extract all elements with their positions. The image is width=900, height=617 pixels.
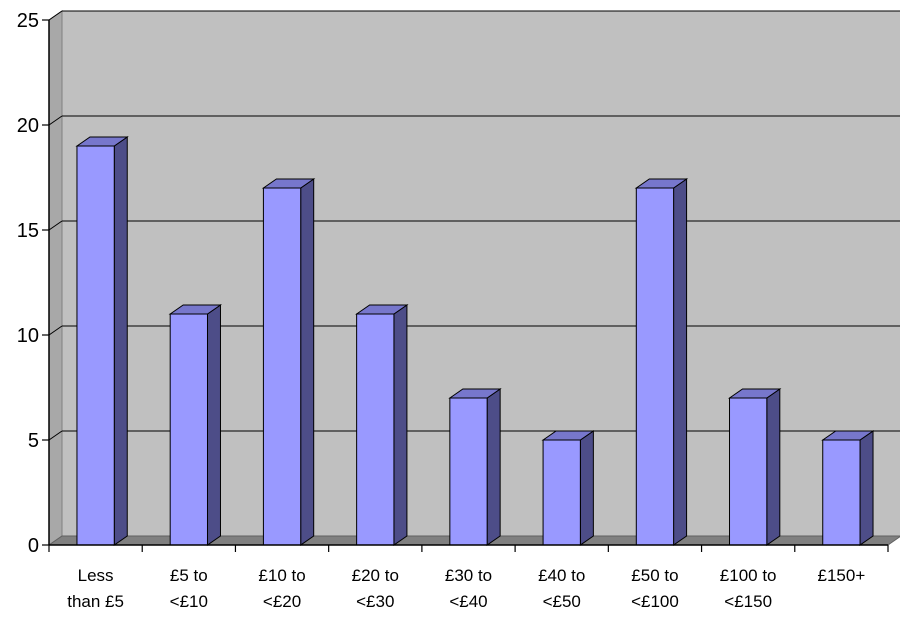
bar-front-0 xyxy=(76,145,115,546)
bar-6 xyxy=(634,178,689,546)
axes xyxy=(42,19,889,552)
bar-front-5 xyxy=(542,439,581,546)
bar-side-7 xyxy=(766,388,781,546)
gridline-side-15 xyxy=(48,220,63,231)
bar-front-6 xyxy=(635,187,675,546)
bar-front-4 xyxy=(449,397,488,546)
x-tick-label-5-line-0: £40 to xyxy=(538,566,585,585)
x-tick-label-0-line-1: than £5 xyxy=(67,592,124,611)
gridline-side-5 xyxy=(48,430,63,441)
bar-5 xyxy=(541,430,595,546)
bar-3 xyxy=(355,304,409,546)
y-tick-label-15: 15 xyxy=(17,220,39,242)
bar-side-1 xyxy=(206,304,221,546)
y-tick-labels: 0 5 10 15 20 25 xyxy=(17,10,39,557)
x-tick-label-4-line-0: £30 to xyxy=(445,566,492,585)
bar-4 xyxy=(448,388,502,546)
x-tick-label-3-line-1: <£30 xyxy=(356,592,394,611)
bar-2 xyxy=(261,178,316,546)
bar-front-8 xyxy=(822,439,861,546)
x-tick-label-5-line-1: <£50 xyxy=(543,592,581,611)
bar-side-0 xyxy=(113,136,128,546)
x-tick-label-3-line-0: £20 to xyxy=(352,566,399,585)
x-tick-label-4-line-1: <£40 xyxy=(449,592,487,611)
bar-side-8 xyxy=(859,430,874,546)
bar-7 xyxy=(727,388,782,546)
bars xyxy=(75,136,875,546)
x-tick-label-7-line-1: <£150 xyxy=(724,592,772,611)
x-tick-label-6-line-1: <£100 xyxy=(631,592,679,611)
y-tick-label-25: 25 xyxy=(17,10,39,32)
bar-side-2 xyxy=(300,178,315,546)
bar-side-5 xyxy=(579,430,594,546)
x-tick-label-2-line-1: <£20 xyxy=(263,592,301,611)
gridline-side-20 xyxy=(48,115,63,126)
x-tick-label-1-line-0: £5 to xyxy=(170,566,208,585)
bar-0 xyxy=(75,136,129,546)
bar-front-3 xyxy=(356,313,395,546)
bar-front-2 xyxy=(262,187,302,546)
y-tick-label-5: 5 xyxy=(28,430,39,452)
x-tick-label-1-line-1: <£10 xyxy=(170,592,208,611)
side-wall xyxy=(48,10,63,546)
y-tick-label-0: 0 xyxy=(28,535,39,557)
y-tick-label-10: 10 xyxy=(17,325,39,347)
x-tick-label-0-line-0: Less xyxy=(78,566,114,585)
bar-side-6 xyxy=(673,178,688,546)
bar-8 xyxy=(821,430,875,546)
bar-front-1 xyxy=(169,313,208,546)
bar-side-3 xyxy=(393,304,408,546)
x-tick-label-7-line-0: £100 to xyxy=(720,566,777,585)
bar-front-7 xyxy=(729,397,768,546)
x-tick-label-6-line-0: £50 to xyxy=(631,566,678,585)
x-tick-label-2-line-0: £10 to xyxy=(258,566,305,585)
bar-1 xyxy=(168,304,223,546)
bar-side-4 xyxy=(486,388,501,546)
x-tick-labels: Less than £5 £5 to <£10 £10 to <£20 £20 to <£30… xyxy=(67,566,865,611)
y-tick-label-20: 20 xyxy=(17,115,39,137)
x-tick-label-8-line-0: £150+ xyxy=(818,566,866,585)
gridline-side-25 xyxy=(48,10,63,21)
gridline-side-10 xyxy=(48,325,63,336)
